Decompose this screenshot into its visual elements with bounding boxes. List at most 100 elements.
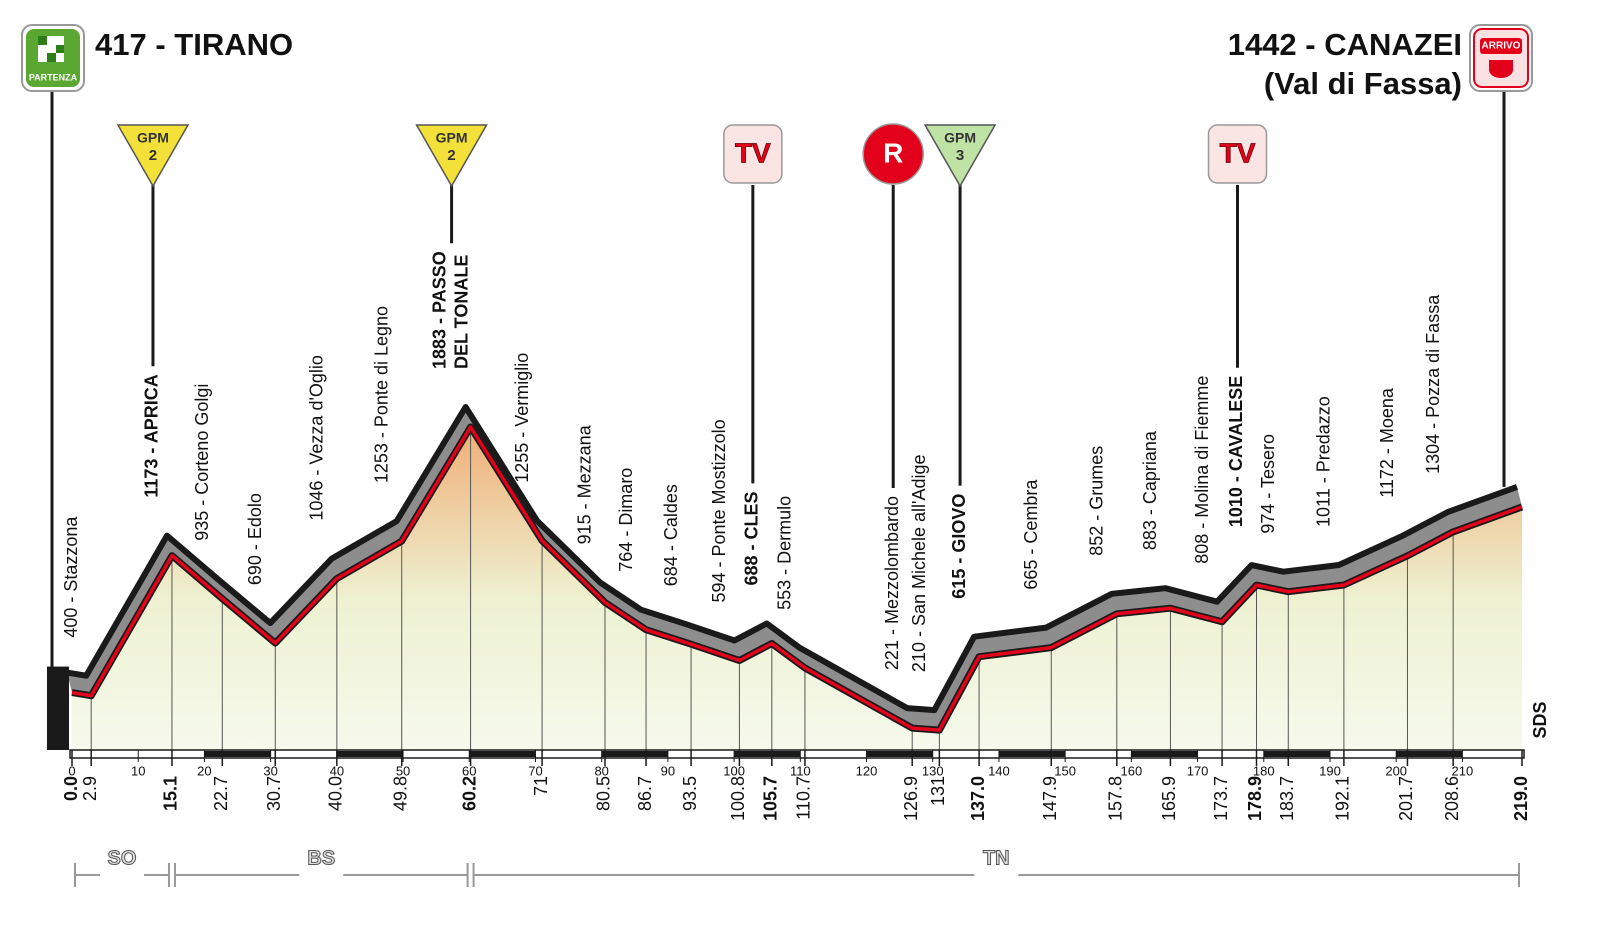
x-tick-label: 10 (131, 763, 145, 778)
tv-marker (1207, 124, 1268, 184)
km-label: 100.8 (728, 776, 748, 821)
km-label: 2.9 (80, 776, 100, 801)
axis-segment (336, 751, 404, 757)
climb-marker (415, 124, 488, 188)
axis-segment (1263, 751, 1330, 757)
place-label: 1173 - APRICA (142, 374, 162, 497)
tv-label: TV (1220, 137, 1256, 168)
x-tick-label: 60 (462, 763, 476, 778)
x-tick-label: 20 (197, 763, 211, 778)
badge-ribbon (1480, 38, 1522, 54)
km-label: 147.9 (1040, 776, 1060, 821)
x-tick-label: 120 (856, 763, 878, 778)
climb-marker (116, 124, 190, 188)
flag-square (38, 36, 47, 45)
finish-title: 1442 - CANAZEI (1228, 27, 1462, 62)
km-label: 71 (531, 776, 551, 796)
flag-square (47, 53, 56, 62)
km-label: 80.5 (594, 776, 614, 811)
place-label: 690 - Edolo (245, 493, 265, 585)
km-label: 15.1 (161, 776, 181, 811)
place-label: 1883 - PASSO (429, 251, 449, 369)
km-label: 86.7 (635, 776, 655, 811)
km-label: 60.2 (459, 776, 479, 811)
badge-fill (1473, 28, 1529, 88)
axis-segment (1131, 751, 1198, 757)
km-label: 40.0 (326, 776, 346, 811)
place-label: 684 - Caldes (661, 484, 681, 586)
badge-label: PARTENZA (29, 72, 78, 82)
x-tick-label: 100 (723, 763, 745, 778)
climb-label: GPM (436, 130, 468, 146)
km-label: 131 (928, 776, 948, 806)
place-label: 852 - Grumes (1087, 446, 1107, 556)
place-label: 665 - Cembra (1021, 479, 1041, 590)
place-label: 221 - Mezzolombardo (882, 496, 902, 670)
place-label: 764 - Dimaro (616, 468, 636, 572)
axis-segment (601, 751, 668, 757)
tv-label: TV (735, 137, 771, 168)
sprint-label: R (883, 137, 903, 168)
km-label: 137.0 (968, 776, 988, 821)
x-tick-label: 30 (263, 763, 277, 778)
x-tick-label: 50 (396, 763, 410, 778)
region-label-bg (974, 863, 1019, 887)
climb-category: 2 (447, 147, 455, 164)
x-tick-label: 90 (661, 763, 675, 778)
x-tick-label: 160 (1121, 763, 1143, 778)
km-label: 208.6 (1442, 776, 1462, 821)
sprint-marker (862, 123, 924, 185)
place-label: 688 - CLES (742, 491, 762, 585)
climb-label: GPM (137, 130, 169, 146)
region-label: SO (108, 847, 137, 869)
x-tick-label: 180 (1253, 763, 1275, 778)
km-label: 157.8 (1106, 776, 1126, 821)
km-label: 0.0 (61, 776, 81, 801)
km-label: 192.1 (1333, 776, 1353, 821)
x-tick-label: 150 (1054, 763, 1076, 778)
place-label: 883 - Capriana (1140, 430, 1160, 550)
km-label: 22.7 (211, 776, 231, 811)
place-label: 400 - Stazzona (61, 516, 81, 638)
axis-segment (998, 751, 1066, 757)
km-label: 173.7 (1211, 776, 1231, 821)
axis-segment (469, 751, 536, 757)
climb-category: 2 (149, 147, 157, 164)
place-label: 210 - San Michele all'Adige (909, 454, 929, 672)
x-tick-label: 40 (330, 763, 344, 778)
sds-note: SDS (1530, 701, 1550, 738)
x-tick-label: 130 (922, 763, 944, 778)
km-label: 126.9 (901, 776, 921, 821)
region-label: TN (983, 847, 1010, 869)
place-label: 1253 - Ponte di Legno (371, 306, 391, 483)
axis-segment (734, 751, 801, 757)
x-tick-label: 0 (68, 763, 75, 778)
x-tick-label: 140 (988, 763, 1010, 778)
km-label: 178.9 (1245, 776, 1265, 821)
profile-line (71, 425, 1523, 732)
km-label: 201.7 (1396, 776, 1416, 821)
axis-segment (866, 751, 933, 757)
climb-category: 3 (956, 147, 964, 164)
km-label: 183.7 (1277, 776, 1297, 821)
place-label: 935 - Corteno Golgi (192, 384, 212, 541)
place-label: 1255 - Vermiglio (512, 353, 532, 483)
x-tick-label: 80 (594, 763, 608, 778)
place-label: 553 - Dermulo (775, 496, 795, 610)
km-label: 219.0 (1511, 776, 1531, 821)
axis-segment (204, 751, 271, 757)
finish-badge: ARRIVO (1469, 24, 1533, 92)
climb-marker (923, 124, 997, 188)
km-label: 49.8 (390, 776, 410, 811)
x-tick-label: 200 (1385, 763, 1407, 778)
place-label: 1046 - Vezza d'Oglio (307, 355, 327, 521)
x-tick-label: 210 (1452, 763, 1474, 778)
start-block (47, 666, 69, 750)
x-tick-label: 190 (1319, 763, 1341, 778)
finish-subtitle: (Val di Fassa) (1264, 66, 1462, 101)
profile-area (72, 427, 1522, 750)
place-label: 1172 - Moena (1377, 387, 1397, 498)
place-label: 1011 - Predazzo (1314, 396, 1334, 527)
start-badge: PARTENZA (21, 24, 85, 92)
